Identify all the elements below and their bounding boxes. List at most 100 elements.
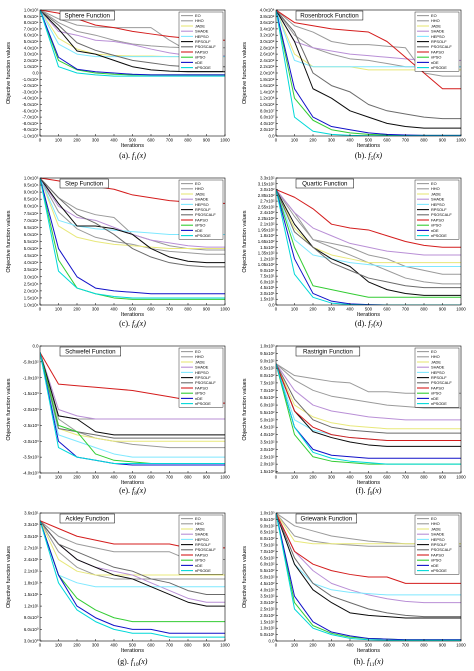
y-tick-label: 9.5x10⁴ — [24, 183, 39, 188]
x-tick-label: 700 — [402, 475, 410, 480]
legend-label-shade: SHADE — [431, 532, 445, 537]
panel-caption: (a). f1(x) — [119, 151, 146, 162]
series-line-npsode — [276, 363, 461, 465]
x-tick-label: 0 — [39, 643, 42, 648]
y-tick-label: 6.0x10⁴ — [24, 33, 39, 38]
legend-label-shade: SHADE — [195, 365, 209, 370]
y-tick-label: 1.95x10² — [258, 227, 275, 232]
legend-label-jade: JADE — [431, 359, 441, 364]
y-axis-title: Objective function values — [6, 378, 12, 440]
y-tick-label: 3.0x10² — [260, 600, 275, 605]
y-tick-label: 3.8x10⁸ — [260, 14, 275, 19]
y-tick-label: -3.5x10³ — [23, 455, 39, 460]
chart-title-box — [295, 10, 364, 21]
x-tick-label: 0 — [39, 307, 42, 312]
x-tick-label: 600 — [147, 475, 155, 480]
y-tick-label: 3.15x10² — [258, 181, 275, 186]
y-tick-label: -4.0x10⁴ — [22, 96, 38, 101]
series-line-psoscalf — [276, 513, 461, 618]
x-tick-label: 500 — [365, 643, 373, 648]
y-tick-label: 7.5x10⁴ — [24, 211, 39, 216]
y-tick-label: 2.7x10¹ — [24, 545, 39, 550]
series-line-npsode — [40, 10, 225, 77]
x-tick-label: 400 — [346, 307, 354, 312]
y-tick-label: 5.5x10⁴ — [24, 239, 39, 244]
y-tick-label: 7.0x10⁴ — [24, 218, 39, 223]
y-tick-label: -9.0x10⁴ — [22, 127, 38, 132]
x-tick-label: 300 — [92, 138, 100, 143]
y-tick-label: 2.25x10² — [258, 216, 275, 221]
legend-label-eo: EO — [195, 516, 201, 521]
y-tick-label: 7.0x10² — [260, 388, 275, 393]
y-tick-label: 1.0x10⁴ — [24, 303, 39, 308]
series-line-fapso — [276, 189, 461, 248]
x-axis-title: Iterations — [357, 648, 380, 654]
series-line-jade — [40, 178, 225, 250]
series-line-shade — [276, 513, 461, 604]
y-tick-label: 4.0x10² — [260, 432, 275, 437]
y-tick-label: 2.4x10¹ — [24, 557, 39, 562]
series-line-nde — [40, 520, 225, 634]
panel-caption: (c). f6(x) — [119, 319, 146, 330]
x-tick-label: 900 — [203, 475, 211, 480]
series-line-npsode — [40, 178, 225, 299]
legend-label-rpsolf: RPSOLF — [195, 207, 211, 212]
x-tick-label: 0 — [275, 307, 278, 312]
legend-label-fapso: FAPSO — [431, 385, 444, 390]
legend-label-hho: HHO — [195, 521, 204, 526]
chart-title-box — [59, 346, 121, 357]
y-tick-label: 2.55x10² — [258, 204, 275, 209]
y-tick-label: 9.5x10² — [260, 517, 275, 522]
y-tick-label: 2.0x10⁸ — [260, 71, 275, 76]
x-tick-label: 0 — [39, 138, 42, 143]
x-tick-label: 500 — [365, 307, 373, 312]
legend-label-npsode: nPSODE — [431, 401, 447, 406]
legend-label-rpsolf: RPSOLF — [431, 542, 447, 547]
series-line-psoscalf — [276, 10, 461, 120]
series-line-hepso — [40, 352, 225, 458]
panel-caption: (e). f8(x) — [119, 486, 146, 497]
series-line-fapso — [276, 363, 461, 442]
x-tick-label: 300 — [92, 475, 100, 480]
x-tick-label: 700 — [166, 138, 174, 143]
legend-label-psoscalf: PSOSCALF — [195, 547, 216, 552]
y-tick-label: 3.4x10⁸ — [260, 26, 275, 31]
legend-label-nde: nDE — [195, 228, 203, 233]
y-tick-label: 2.5x10² — [260, 454, 275, 459]
x-tick-label: 700 — [402, 643, 410, 648]
series-line-hepso — [40, 520, 225, 588]
x-tick-label: 700 — [402, 307, 410, 312]
y-tick-label: 3.5x10² — [260, 594, 275, 599]
series-line-hho — [276, 10, 461, 77]
y-tick-label: 2.1x10¹ — [24, 569, 39, 574]
legend-label-shade: SHADE — [195, 29, 209, 34]
legend-label-shade: SHADE — [431, 365, 445, 370]
chart-title: Sphere Function — [65, 13, 111, 20]
y-tick-label: 8.5x10⁴ — [24, 197, 39, 202]
x-tick-label: 200 — [309, 138, 317, 143]
x-tick-label: 800 — [420, 138, 428, 143]
y-tick-label: 0.0 — [269, 639, 276, 644]
y-tick-label: 3.6x10¹ — [24, 511, 39, 516]
x-tick-label: 900 — [203, 643, 211, 648]
x-tick-label: 100 — [55, 643, 63, 648]
x-tick-label: 1000 — [456, 475, 466, 480]
y-tick-label: 0.0 — [33, 71, 40, 76]
series-line-rpsolf — [40, 520, 225, 607]
legend-label-fapso: FAPSO — [431, 217, 444, 222]
y-tick-label: 4.5x10¹ — [260, 285, 275, 290]
y-tick-label: 1.0x10⁸ — [260, 102, 275, 107]
chart-title: Quartic Function — [302, 181, 348, 188]
legend-label-psoscalf: PSOSCALF — [195, 380, 216, 385]
legend-label-fapso: FAPSO — [431, 552, 444, 557]
y-tick-label: 8.0x10⁴ — [24, 20, 39, 25]
y-tick-label: 9.5x10² — [260, 351, 275, 356]
y-tick-label: 6.0x10⁴ — [24, 232, 39, 237]
x-tick-label: 300 — [328, 643, 336, 648]
y-tick-label: 6.0x10⁷ — [260, 115, 275, 120]
series-line-eo — [40, 352, 225, 449]
series-line-psoscalf — [276, 189, 461, 289]
x-tick-label: 200 — [73, 643, 81, 648]
y-tick-label: 1.5x10² — [260, 469, 275, 474]
legend-label-fapso: FAPSO — [195, 552, 208, 557]
